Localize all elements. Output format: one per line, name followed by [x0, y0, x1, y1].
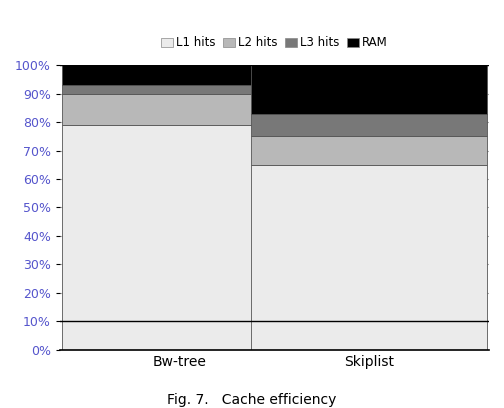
Bar [251, 136, 487, 165]
Bar [251, 165, 487, 350]
Bar [62, 94, 298, 125]
Bar [62, 85, 298, 94]
Bar [62, 125, 298, 350]
Bar [62, 65, 298, 85]
Bar [251, 114, 487, 136]
Legend: L1 hits, L2 hits, L3 hits, RAM: L1 hits, L2 hits, L3 hits, RAM [156, 31, 393, 54]
Text: Fig. 7.   Cache efficiency: Fig. 7. Cache efficiency [167, 393, 337, 407]
Bar [251, 65, 487, 114]
